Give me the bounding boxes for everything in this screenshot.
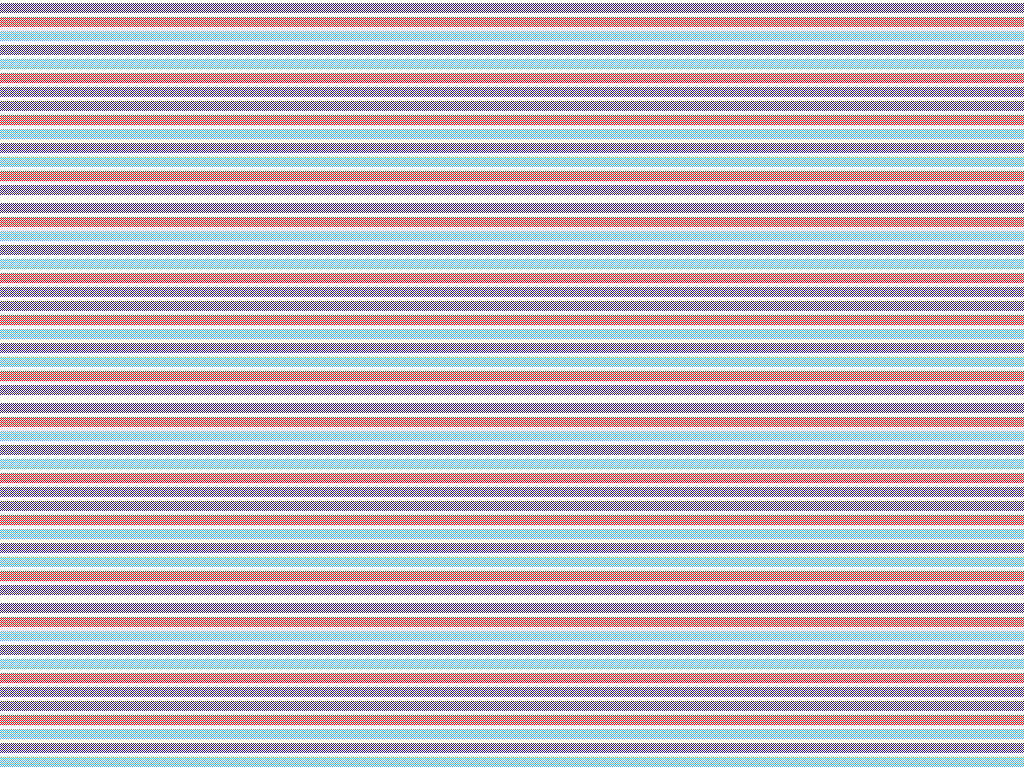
stripe-purple (0, 143, 1024, 153)
stripe-purple (0, 101, 1024, 111)
stripe-purple (0, 687, 1024, 697)
stripe-red (0, 571, 1024, 581)
stripe-blue (0, 31, 1024, 41)
stripe-red (0, 73, 1024, 83)
stripe-red (0, 417, 1024, 427)
stripe-red (0, 273, 1024, 283)
stripe-blue (0, 459, 1024, 469)
stripe-red (0, 715, 1024, 725)
stripe-red (0, 673, 1024, 683)
stripe-blue (0, 431, 1024, 441)
stripe-purple (0, 343, 1024, 353)
stripe-purple (0, 743, 1024, 753)
stripe-blue (0, 329, 1024, 339)
stripe-blue (0, 129, 1024, 139)
stripe-blue (0, 757, 1024, 767)
stripe-purple (0, 645, 1024, 655)
stripe-purple (0, 287, 1024, 297)
stripe-red (0, 371, 1024, 381)
stripe-red (0, 315, 1024, 325)
stripe-red (0, 115, 1024, 125)
stripe-purple (0, 245, 1024, 255)
stripe-blue (0, 259, 1024, 269)
stripe-purple (0, 185, 1024, 195)
stripe-purple (0, 445, 1024, 455)
stripe-purple (0, 203, 1024, 213)
stripe-purple (0, 585, 1024, 595)
stripe-purple (0, 501, 1024, 511)
stripe-red (0, 515, 1024, 525)
stripe-blue (0, 231, 1024, 241)
stripe-purple (0, 487, 1024, 497)
stripe-blue (0, 659, 1024, 669)
stripe-purple (0, 403, 1024, 413)
stripe-blue (0, 631, 1024, 641)
stripe-purple (0, 603, 1024, 613)
stripe-purple (0, 543, 1024, 553)
stripe-red (0, 473, 1024, 483)
stripe-blue (0, 357, 1024, 367)
stripe-red (0, 171, 1024, 181)
stripe-purple (0, 385, 1024, 395)
stripe-purple (0, 301, 1024, 311)
stripe-purple (0, 701, 1024, 711)
stripe-blue (0, 157, 1024, 167)
stripe-blue (0, 557, 1024, 567)
stripe-red (0, 17, 1024, 27)
stripe-purple (0, 87, 1024, 97)
stripe-blue (0, 529, 1024, 539)
stripe-blue (0, 729, 1024, 739)
stripe-red (0, 617, 1024, 627)
stripe-purple (0, 3, 1024, 13)
stripe-blue (0, 59, 1024, 69)
stripe-purple (0, 45, 1024, 55)
stripe-red (0, 217, 1024, 227)
